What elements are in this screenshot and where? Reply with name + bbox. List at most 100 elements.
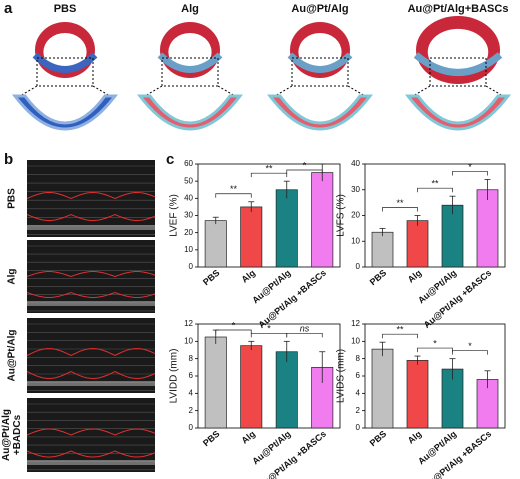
y-tick-label: 12: [184, 319, 193, 328]
bar: [204, 220, 227, 268]
bar: [476, 189, 499, 268]
significance-bracket: [382, 207, 418, 212]
zoomed-section: [11, 94, 119, 131]
significance-bracket: [452, 171, 488, 176]
echo-band: [27, 381, 155, 386]
bar: [204, 336, 227, 429]
x-tick-label: Alg: [406, 429, 424, 446]
bar: [311, 172, 334, 268]
y-tick-label: 6: [189, 371, 194, 380]
zoom-line: [412, 85, 431, 97]
bar: [441, 204, 464, 268]
zoom-line: [92, 85, 111, 97]
bar: [371, 348, 394, 429]
x-tick-label: Au@Pt/Alg +BASCs: [422, 268, 494, 330]
row-label: Au@Pt/Alg: [1, 409, 12, 461]
scar-region: [32, 52, 98, 73]
wall-trace: [26, 213, 156, 221]
zoom-line: [274, 85, 293, 97]
x-tick-label: PBS: [368, 268, 389, 288]
significance-bracket: [382, 333, 418, 339]
wall-trace: [26, 291, 156, 298]
y-axis-label: LVIDD (mm): [169, 349, 180, 404]
significance-bracket: [286, 169, 323, 174]
significance-label: *: [468, 341, 472, 351]
y-tick-label: 2: [189, 406, 194, 415]
significance-label: **: [396, 325, 404, 335]
panel-label: c: [166, 151, 174, 168]
y-tick-label: 30: [184, 211, 193, 220]
bar: [240, 206, 263, 268]
echo-image: [27, 160, 155, 237]
y-tick-label: 4: [189, 388, 194, 397]
echo-band: [27, 225, 155, 230]
y-axis-label: LVIDS (mm): [336, 349, 347, 403]
significance-label: *: [303, 160, 307, 170]
echo-band: [27, 460, 155, 465]
x-tick-label: Alg: [240, 268, 258, 285]
y-tick-label: 20: [351, 211, 360, 220]
significance-bracket: [417, 347, 453, 353]
heart-lumen: [168, 32, 212, 72]
zoomed-section: [266, 94, 374, 131]
y-tick-label: 0: [189, 262, 194, 271]
bar: [275, 351, 298, 429]
wall-trace: [26, 370, 156, 379]
significance-bracket: [417, 187, 453, 193]
column-title: PBS: [54, 3, 77, 15]
y-tick-label: 10: [351, 236, 360, 245]
row-label: PBS: [7, 188, 18, 209]
wall-trace: [26, 450, 156, 458]
wall-trace: [26, 428, 156, 436]
zoom-line: [19, 85, 38, 97]
y-tick-label: 8: [189, 354, 194, 363]
zoom-box: [36, 57, 94, 87]
echo-image: [27, 398, 155, 472]
y-tick-label: 6: [356, 371, 361, 380]
x-tick-label: Au@Pt/Alg +BASCs: [256, 268, 328, 330]
scar-region: [413, 52, 503, 76]
significance-bracket: [215, 193, 252, 198]
significance-label: *: [433, 338, 437, 348]
zoom-line: [347, 85, 366, 97]
column-title: Au@Pt/Alg+BASCs: [408, 3, 509, 15]
y-tick-label: 30: [351, 185, 360, 194]
y-tick-label: 0: [189, 423, 194, 432]
y-tick-label: 0: [356, 423, 361, 432]
row-label: +BADCs: [12, 414, 23, 455]
echo-image: [27, 240, 155, 313]
significance-bracket: [286, 332, 323, 338]
wall-trace: [26, 271, 156, 278]
wall-trace: [26, 348, 156, 357]
zoom-box: [161, 57, 219, 87]
echo-image: [27, 318, 155, 393]
wall-trace: [26, 192, 156, 200]
row-label: Au@Pt/Alg: [7, 330, 18, 382]
y-tick-label: 20: [184, 228, 193, 237]
y-tick-label: 40: [351, 159, 360, 168]
y-tick-label: 10: [184, 336, 193, 345]
y-tick-label: 10: [351, 336, 360, 345]
y-tick-label: 50: [184, 176, 193, 185]
zoom-box: [429, 57, 487, 87]
x-tick-label: Alg: [406, 268, 424, 285]
echo-band: [27, 301, 155, 306]
x-tick-label: PBS: [201, 429, 222, 449]
zoom-box: [291, 57, 349, 87]
column-title: Au@Pt/Alg: [291, 3, 348, 15]
heart-lumen: [43, 32, 87, 72]
significance-label: *: [468, 162, 472, 172]
significance-label: **: [431, 179, 439, 189]
y-tick-label: 2: [356, 406, 361, 415]
bar: [406, 360, 429, 429]
y-tick-label: 8: [356, 354, 361, 363]
panel-label: a: [4, 0, 13, 17]
significance-bracket: [250, 332, 288, 338]
x-tick-label: PBS: [201, 268, 222, 288]
x-tick-label: Alg: [240, 429, 258, 446]
